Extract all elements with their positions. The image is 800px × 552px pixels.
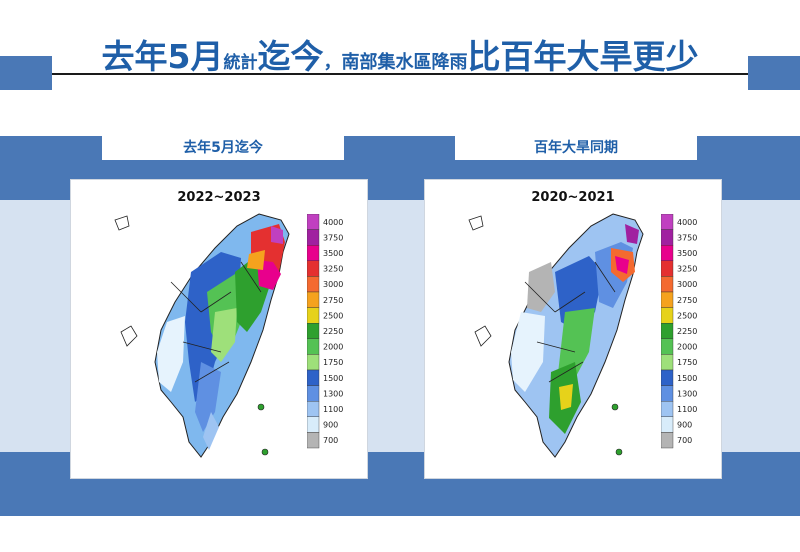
legend-swatch-3250 xyxy=(661,260,674,277)
legend-label-3250: 3250 xyxy=(677,265,697,274)
legend-label-2500: 2500 xyxy=(677,311,697,320)
legend-label-4000: 4000 xyxy=(677,218,697,227)
legend-label-3250: 3250 xyxy=(323,265,343,274)
legend-swatch-4000 xyxy=(661,214,674,230)
legend-swatch-700 xyxy=(661,432,674,449)
rainfall-map-panel-left: 2022~2023 4000 3750 3500 3250 3000 2750 2500 22… xyxy=(70,179,368,479)
legend-label-2750: 2750 xyxy=(677,296,697,305)
period-title-left: 2022~2023 xyxy=(177,190,261,205)
title-band-left xyxy=(0,56,52,90)
panel-label-right: 百年大旱同期 xyxy=(455,136,697,160)
legend-label-3750: 3750 xyxy=(677,233,697,242)
legend-label-2250: 2250 xyxy=(323,327,343,336)
legend-label-2750: 2750 xyxy=(323,296,343,305)
legend-right: 4000 3750 3500 3250 3000 2750 2500 2250 2000 1750… xyxy=(661,214,697,449)
legend-label-1100: 1100 xyxy=(323,405,343,414)
legend-swatch-3750 xyxy=(661,229,674,246)
legend-swatch-2500 xyxy=(307,307,320,324)
legend-swatch-700 xyxy=(307,432,320,449)
legend-label-1100: 1100 xyxy=(677,405,697,414)
legend-label-3000: 3000 xyxy=(677,280,697,289)
legend-swatch-3250 xyxy=(307,260,320,277)
legend-swatch-1500 xyxy=(307,369,320,386)
legend-swatch-3500 xyxy=(307,245,320,262)
legend-label-3000: 3000 xyxy=(323,280,343,289)
legend-label-1300: 1300 xyxy=(323,389,343,398)
legend-label-1500: 1500 xyxy=(323,374,343,383)
legend-label-4000: 4000 xyxy=(323,218,343,227)
legend-label-1750: 1750 xyxy=(677,358,697,367)
legend-swatch-1100 xyxy=(307,400,320,417)
legend-label-3750: 3750 xyxy=(323,233,343,242)
legend-swatch-3500 xyxy=(661,245,674,262)
legend-swatch-1300 xyxy=(661,385,674,402)
legend-swatch-3000 xyxy=(307,276,320,293)
legend-swatch-2000 xyxy=(307,338,320,355)
legend-swatch-3000 xyxy=(661,276,674,293)
period-title-right: 2020~2021 xyxy=(531,190,615,205)
legend-label-700: 700 xyxy=(323,436,338,445)
legend-label-2000: 2000 xyxy=(323,343,343,352)
page-title: 去年5月統計迄今，南部集水區降雨比百年大旱更少 xyxy=(52,30,748,78)
legend-swatch-1300 xyxy=(307,385,320,402)
legend-swatch-2500 xyxy=(661,307,674,324)
title-part-4: ，南部集水區降雨 xyxy=(323,52,468,73)
title-part-5: 比百年大旱更少 xyxy=(467,37,699,76)
taiwan-rainfall-map-left xyxy=(114,213,290,458)
legend-left: 4000 3750 3500 3250 3000 2750 2500 2250 2000 1750… xyxy=(307,214,343,449)
legend-swatch-2250 xyxy=(661,322,674,339)
title-underline xyxy=(52,73,748,75)
legend-swatch-4000 xyxy=(307,214,320,230)
legend-label-1300: 1300 xyxy=(677,389,697,398)
legend-label-700: 700 xyxy=(677,436,692,445)
legend-label-1500: 1500 xyxy=(677,374,697,383)
legend-label-2500: 2500 xyxy=(323,311,343,320)
legend-label-900: 900 xyxy=(677,421,692,430)
legend-swatch-2750 xyxy=(661,291,674,308)
rainfall-map-panel-right: 2020~2021 4000 3750 3500 3250 3000 2750 2500 22… xyxy=(424,179,722,479)
legend-label-2250: 2250 xyxy=(677,327,697,336)
legend-swatch-2750 xyxy=(307,291,320,308)
title-part-2: 統計 xyxy=(223,53,258,73)
legend-swatch-900 xyxy=(661,416,674,433)
legend-swatch-1100 xyxy=(661,400,674,417)
taiwan-rainfall-map-right xyxy=(468,213,644,458)
legend-label-3500: 3500 xyxy=(677,249,697,258)
legend-label-900: 900 xyxy=(323,421,338,430)
title-part-3: 迄今 xyxy=(257,37,324,76)
legend-label-2000: 2000 xyxy=(677,343,697,352)
panel-label-left: 去年5月迄今 xyxy=(102,136,344,160)
legend-swatch-1750 xyxy=(661,354,674,371)
legend-swatch-1750 xyxy=(307,354,320,371)
title-band-right xyxy=(748,56,800,90)
legend-label-1750: 1750 xyxy=(323,358,343,367)
legend-swatch-2250 xyxy=(307,322,320,339)
legend-swatch-2000 xyxy=(661,338,674,355)
legend-swatch-900 xyxy=(307,416,320,433)
legend-label-3500: 3500 xyxy=(323,249,343,258)
title-part-1: 去年5月 xyxy=(101,37,224,76)
legend-swatch-1500 xyxy=(661,369,674,386)
legend-swatch-3750 xyxy=(307,229,320,246)
